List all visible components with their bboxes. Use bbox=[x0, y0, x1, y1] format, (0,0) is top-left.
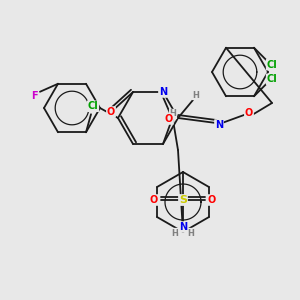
Text: S: S bbox=[179, 195, 187, 205]
Text: H: H bbox=[169, 110, 176, 118]
Text: O: O bbox=[150, 195, 158, 205]
Text: O: O bbox=[165, 114, 173, 124]
Text: N: N bbox=[159, 87, 167, 97]
Text: O: O bbox=[245, 108, 253, 118]
Text: Cl: Cl bbox=[88, 101, 98, 111]
Text: H: H bbox=[172, 229, 178, 238]
Text: O: O bbox=[208, 195, 216, 205]
Text: H: H bbox=[188, 229, 194, 238]
Text: H: H bbox=[193, 91, 200, 100]
Text: Cl: Cl bbox=[267, 60, 278, 70]
Text: O: O bbox=[107, 107, 115, 117]
Text: Cl: Cl bbox=[267, 74, 278, 84]
Text: N: N bbox=[215, 120, 223, 130]
Text: F: F bbox=[31, 91, 37, 101]
Text: N: N bbox=[179, 222, 187, 232]
